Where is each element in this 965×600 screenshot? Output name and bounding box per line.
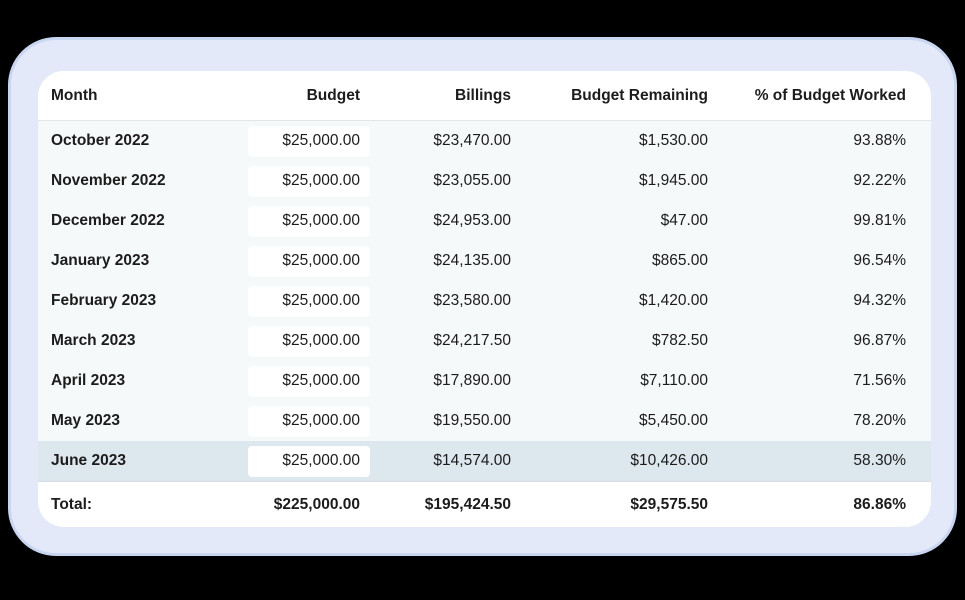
budget-input[interactable]: $25,000.00 [248, 125, 370, 157]
table-body: October 2022 $25,000.00 $23,470.00 $1,53… [38, 121, 931, 481]
billings-cell: $14,574.00 [433, 452, 511, 469]
remaining-cell: $5,450.00 [639, 412, 708, 429]
remaining-cell: $7,110.00 [640, 372, 708, 389]
month-cell: December 2022 [51, 212, 165, 229]
budget-input[interactable]: $25,000.00 [248, 405, 370, 437]
header-billings: Billings [455, 86, 511, 104]
billings-cell: $24,135.00 [433, 252, 511, 269]
table-row[interactable]: April 2023 $25,000.00 $17,890.00 $7,110.… [38, 361, 931, 401]
budget-table: Month Budget Billings Budget Remaining %… [38, 71, 931, 527]
header-month: Month [51, 86, 98, 104]
budget-input[interactable]: $25,000.00 [248, 205, 370, 237]
budget-input[interactable]: $25,000.00 [248, 285, 370, 317]
total-label: Total: [51, 495, 93, 513]
month-cell: June 2023 [51, 452, 126, 469]
header-budget-remaining: Budget Remaining [571, 86, 708, 104]
budget-input[interactable]: $25,000.00 [248, 445, 370, 477]
billings-cell: $23,470.00 [433, 132, 511, 149]
budget-input[interactable]: $25,000.00 [248, 325, 370, 357]
remaining-cell: $10,426.00 [630, 452, 708, 469]
total-budget: $225,000.00 [273, 495, 360, 513]
remaining-cell: $47.00 [660, 212, 708, 229]
billings-cell: $17,890.00 [433, 372, 511, 389]
remaining-cell: $1,530.00 [639, 132, 708, 149]
percent-cell: 96.87% [853, 332, 906, 349]
percent-cell: 94.32% [853, 292, 906, 309]
month-cell: November 2022 [51, 172, 166, 189]
table-row[interactable]: May 2023 $25,000.00 $19,550.00 $5,450.00… [38, 401, 931, 441]
percent-cell: 78.20% [853, 412, 906, 429]
table-header-row: Month Budget Billings Budget Remaining %… [38, 71, 931, 121]
total-remaining: $29,575.50 [630, 495, 708, 513]
billings-cell: $23,055.00 [433, 172, 511, 189]
remaining-cell: $865.00 [651, 252, 708, 269]
table-row[interactable]: December 2022 $25,000.00 $24,953.00 $47.… [38, 201, 931, 241]
billings-cell: $24,953.00 [433, 212, 511, 229]
budget-input[interactable]: $25,000.00 [248, 365, 370, 397]
header-budget: Budget [306, 86, 360, 104]
month-cell: October 2022 [51, 132, 150, 149]
billings-cell: $23,580.00 [433, 292, 511, 309]
budget-input[interactable]: $25,000.00 [248, 245, 370, 277]
budget-input[interactable]: $25,000.00 [248, 165, 370, 197]
billings-cell: $19,550.00 [433, 412, 511, 429]
total-percent: 86.86% [853, 495, 906, 513]
percent-cell: 96.54% [853, 252, 906, 269]
billings-cell: $24,217.50 [433, 332, 511, 349]
table-row[interactable]: October 2022 $25,000.00 $23,470.00 $1,53… [38, 121, 931, 161]
header-percent-worked: % of Budget Worked [754, 86, 906, 104]
table-row[interactable]: March 2023 $25,000.00 $24,217.50 $782.50… [38, 321, 931, 361]
table-row[interactable]: January 2023 $25,000.00 $24,135.00 $865.… [38, 241, 931, 281]
remaining-cell: $1,945.00 [639, 172, 708, 189]
remaining-cell: $782.50 [651, 332, 708, 349]
percent-cell: 92.22% [853, 172, 906, 189]
month-cell: March 2023 [51, 332, 136, 349]
table-row-highlighted[interactable]: June 2023 $25,000.00 $14,574.00 $10,426.… [38, 441, 931, 481]
percent-cell: 58.30% [853, 452, 906, 469]
table-row[interactable]: February 2023 $25,000.00 $23,580.00 $1,4… [38, 281, 931, 321]
percent-cell: 93.88% [853, 132, 906, 149]
remaining-cell: $1,420.00 [639, 292, 708, 309]
month-cell: January 2023 [51, 252, 150, 269]
month-cell: May 2023 [51, 412, 120, 429]
table-total-row: Total: $225,000.00 $195,424.50 $29,575.5… [38, 481, 931, 527]
percent-cell: 71.56% [853, 372, 906, 389]
month-cell: April 2023 [51, 372, 126, 389]
percent-cell: 99.81% [853, 212, 906, 229]
total-billings: $195,424.50 [424, 495, 511, 513]
month-cell: February 2023 [51, 292, 157, 309]
table-row[interactable]: November 2022 $25,000.00 $23,055.00 $1,9… [38, 161, 931, 201]
